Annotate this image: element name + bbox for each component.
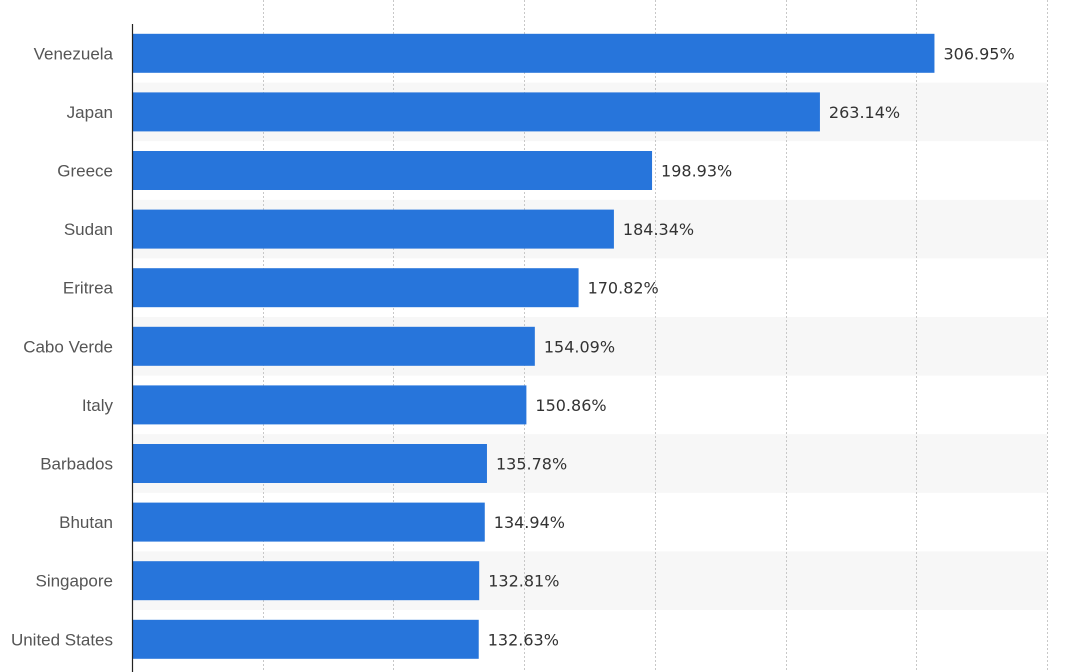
category-label: Greece — [57, 162, 113, 181]
bar[interactable] — [132, 33, 935, 73]
data-label: 263.14% — [829, 103, 900, 122]
bar[interactable] — [132, 502, 485, 542]
bar[interactable] — [132, 209, 614, 249]
data-label: 134.94% — [494, 513, 565, 532]
bar[interactable] — [132, 444, 487, 483]
category-label: Eritrea — [63, 279, 114, 298]
data-label: 154.09% — [544, 337, 615, 356]
bar[interactable] — [132, 385, 527, 425]
bar[interactable] — [132, 92, 820, 132]
data-label: 132.81% — [488, 572, 559, 591]
bars — [132, 33, 935, 659]
data-label: 170.82% — [588, 279, 659, 298]
bar[interactable] — [132, 326, 535, 366]
category-label: Barbados — [40, 455, 113, 474]
category-label: Cabo Verde — [23, 337, 113, 356]
category-label: Singapore — [35, 572, 113, 591]
category-label: Venezuela — [34, 44, 114, 63]
category-label: Italy — [82, 396, 114, 415]
data-label: 306.95% — [943, 44, 1014, 63]
data-label: 135.78% — [496, 455, 567, 474]
category-label: Sudan — [64, 220, 113, 239]
bar[interactable] — [132, 619, 479, 659]
data-label: 132.63% — [488, 630, 559, 649]
category-label: Japan — [67, 103, 113, 122]
bar[interactable] — [132, 268, 579, 308]
category-label: Bhutan — [59, 513, 113, 532]
data-label: 150.86% — [535, 396, 606, 415]
data-label: 184.34% — [623, 220, 694, 239]
category-label: United States — [11, 630, 113, 649]
category-labels: Venezuela Japan Greece Sudan Eritrea Cabo Ver… — [11, 44, 114, 649]
bar[interactable] — [132, 151, 653, 190]
data-label: 198.93% — [661, 162, 732, 181]
value-labels: 306.95% 263.14% 198.93% 184.34% 170.82% 154.0… — [488, 44, 1015, 649]
bar[interactable] — [132, 561, 480, 601]
